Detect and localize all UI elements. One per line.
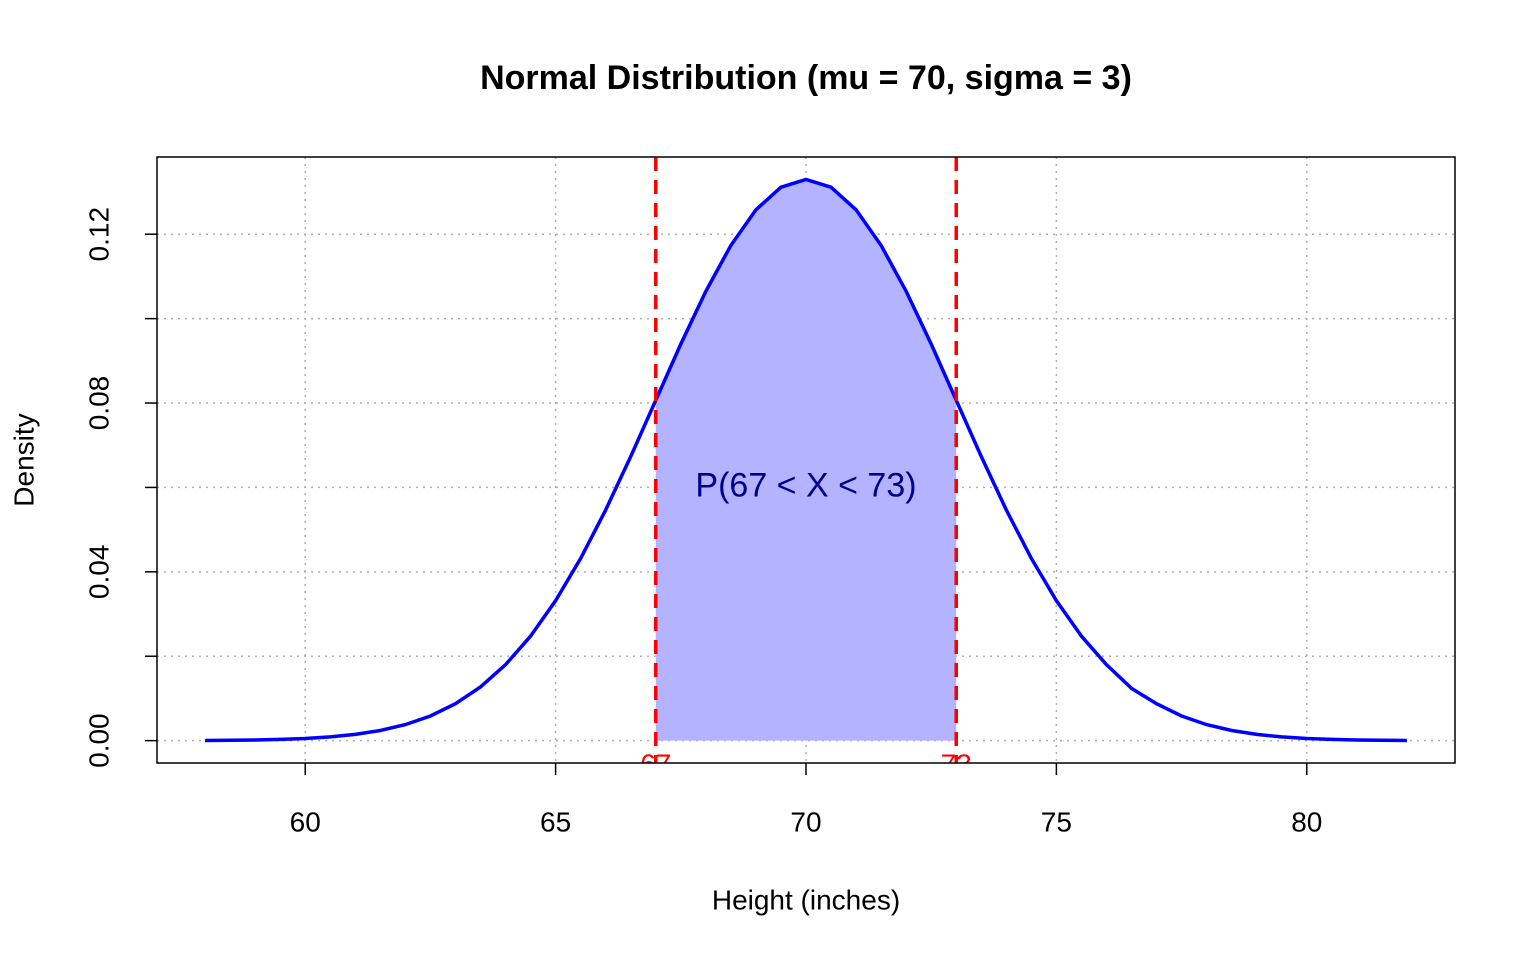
boundary-label: 73: [941, 748, 972, 779]
boundary-label: 67: [640, 748, 671, 779]
chart-title: Normal Distribution (mu = 70, sigma = 3): [480, 59, 1132, 97]
y-tick-label: 0.12: [83, 207, 114, 262]
plot-area: 67 73: [157, 157, 1455, 779]
annotation: P(67 < X < 73): [695, 466, 916, 504]
x-tick-label: 60: [290, 806, 321, 837]
x-tick-label: 75: [1041, 806, 1072, 837]
density-curve: [205, 177, 1407, 743]
y-tick-label: 0.08: [83, 376, 114, 431]
y-axis-label: Density: [8, 413, 39, 506]
y-tick-label: 0.04: [83, 545, 114, 600]
x-tick-label: 80: [1291, 806, 1322, 837]
y-tick-label: 0.00: [83, 713, 114, 768]
x-tick-label: 70: [790, 806, 821, 837]
x-axis-label: Height (inches): [712, 884, 900, 915]
x-tick-label: 65: [540, 806, 571, 837]
shaded-area: [655, 179, 957, 741]
